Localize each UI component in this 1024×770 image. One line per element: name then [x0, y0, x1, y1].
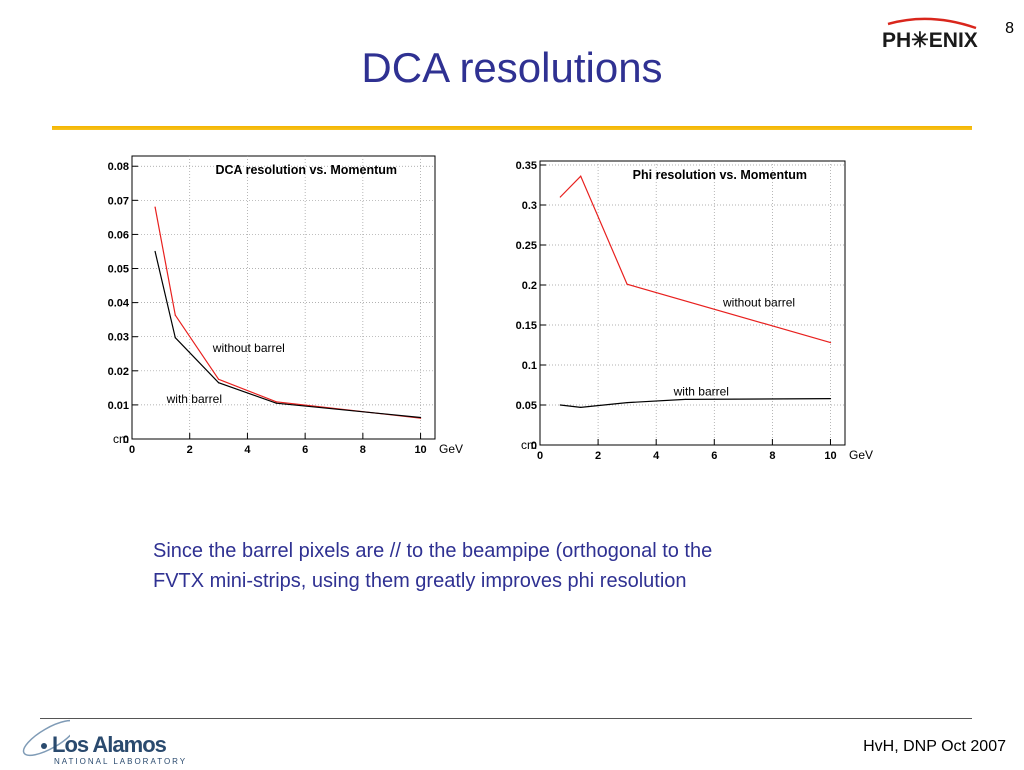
- footer-divider: [40, 718, 972, 719]
- data-point-without-barrel: [275, 401, 277, 403]
- x-tick-label: 0: [129, 444, 135, 456]
- slide-number: 8: [1005, 20, 1014, 37]
- x-tick-label: 8: [769, 450, 775, 462]
- data-point-with-barrel: [829, 398, 832, 400]
- data-point-with-barrel: [419, 416, 422, 419]
- y-tick-label: 0.07: [108, 195, 129, 207]
- x-tick-label: 4: [244, 444, 251, 456]
- series-annotation: with barrel: [166, 392, 222, 406]
- phenix-logo-text: PH✳ENIX: [882, 29, 978, 52]
- data-point-with-barrel: [174, 337, 176, 339]
- los-alamos-logo: Los Alamos NATIONAL LABORATORY: [10, 700, 200, 770]
- y-tick-label: 0.25: [516, 240, 537, 252]
- series-annotation: without barrel: [722, 296, 795, 310]
- data-point-without-barrel: [154, 206, 156, 208]
- data-point-with-barrel: [684, 398, 686, 400]
- y-tick-label: 0.04: [108, 298, 130, 310]
- data-point-with-barrel: [275, 402, 277, 404]
- slide-title: DCA resolutions: [361, 44, 663, 91]
- series-annotation: without barrel: [212, 341, 285, 355]
- caption-line-1: Since the barrel pixels are // to the be…: [153, 540, 713, 562]
- data-point-with-barrel: [626, 402, 628, 404]
- dca-resolution-chart: 0 2 4 6 8 10 0 0.01 0.02 0.03 0.04 0.05 0.06 0.07 0.08…: [108, 155, 463, 456]
- phenix-logo: PH✳ENIX: [880, 14, 990, 54]
- x-unit-label: GeV: [849, 448, 873, 462]
- caption-line-2: FVTX mini-strips, using them greatly imp…: [153, 570, 687, 592]
- x-tick-label: 4: [653, 450, 660, 462]
- data-point-without-barrel: [626, 283, 628, 285]
- x-tick-label: 10: [824, 450, 836, 462]
- data-point-with-barrel: [559, 404, 561, 406]
- phi-resolution-chart: 0 2 4 6 8 10 0 0.05 0.1 0.15 0.2 0.25 0.3 0.35 GeV cm Ph…: [516, 160, 873, 462]
- data-point-without-barrel: [174, 314, 176, 316]
- data-point-with-barrel: [580, 406, 582, 408]
- atom-orbit-icon: [22, 719, 70, 757]
- phenix-swoosh-icon: [887, 17, 977, 30]
- y-tick-label: 0.05: [516, 400, 537, 412]
- lanl-logo-subtext: NATIONAL LABORATORY: [54, 757, 188, 766]
- y-tick-label: 0.15: [516, 320, 537, 332]
- x-tick-label: 10: [414, 444, 426, 456]
- x-unit-label: GeV: [439, 442, 463, 456]
- series-annotation: with barrel: [673, 384, 729, 398]
- data-point-with-barrel: [154, 250, 156, 253]
- y-tick-label: 0.01: [108, 400, 129, 412]
- y-tick-label: 0.1: [522, 360, 537, 372]
- chart-title: DCA resolution vs. Momentum: [216, 163, 398, 177]
- y-tick-label: 0: [531, 440, 537, 452]
- x-tick-label: 6: [302, 444, 308, 456]
- title-divider: [52, 126, 972, 130]
- chart-title: Phi resolution vs. Momentum: [633, 168, 807, 182]
- x-tick-label: 0: [537, 450, 543, 462]
- y-tick-label: 0.35: [516, 160, 537, 172]
- lanl-logo-text: Los Alamos: [52, 732, 167, 757]
- footer-text: HvH, DNP Oct 2007: [863, 738, 1006, 755]
- data-point-without-barrel: [217, 378, 220, 380]
- y-tick-label: 0.03: [108, 332, 129, 344]
- y-tick-label: 0.06: [108, 229, 129, 241]
- series-line-without-barrel: [559, 175, 831, 344]
- y-tick-label: 0.08: [108, 161, 129, 173]
- x-tick-label: 6: [711, 450, 717, 462]
- data-point-with-barrel: [217, 382, 220, 384]
- caption: Since the barrel pixels are // to the be…: [153, 536, 913, 596]
- data-point-without-barrel: [580, 175, 582, 177]
- x-tick-label: 2: [187, 444, 193, 456]
- y-tick-label: 0: [123, 434, 129, 446]
- x-tick-label: 2: [595, 450, 601, 462]
- plot-frame: [131, 155, 436, 440]
- y-tick-label: 0.02: [108, 366, 129, 378]
- y-tick-label: 0.3: [522, 200, 537, 212]
- data-point-without-barrel: [559, 196, 561, 198]
- data-point-without-barrel: [829, 342, 832, 344]
- y-tick-label: 0.2: [522, 280, 537, 292]
- x-tick-label: 8: [360, 444, 366, 456]
- y-tick-label: 0.05: [108, 264, 129, 276]
- y-unit-label: cm: [521, 438, 537, 452]
- y-unit-label: cm: [113, 432, 129, 446]
